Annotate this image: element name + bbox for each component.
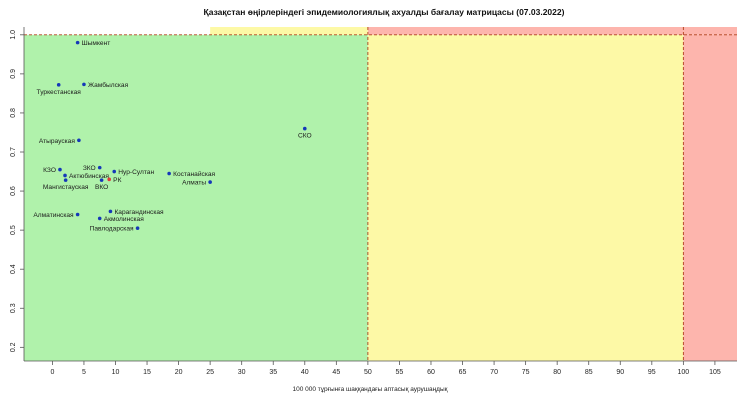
x-tick-label: 0: [50, 369, 54, 376]
x-tick-label: 60: [427, 369, 435, 376]
point: [82, 82, 86, 87]
y-tick-label: 0.9: [10, 69, 17, 79]
zone-red: [367, 27, 737, 35]
point: [99, 178, 104, 182]
point-label: ЗКО: [83, 165, 96, 172]
point: [75, 212, 80, 217]
point-label: Костанайская: [173, 170, 215, 178]
point: [58, 167, 62, 172]
y-tick-label: 0.8: [10, 108, 17, 118]
point-label: Акмолинская: [104, 216, 145, 223]
point: [167, 171, 171, 176]
zone-yellow-top: [210, 27, 368, 35]
x-tick-label: 100: [678, 369, 690, 376]
point-label: СКО: [298, 133, 312, 140]
y-tick-label: 0.7: [10, 147, 17, 157]
point: [63, 173, 67, 178]
point-label: Карагандинская: [114, 209, 164, 216]
point-label: РК: [113, 177, 121, 184]
x-tick-label: 50: [364, 369, 372, 376]
x-tick-label: 30: [238, 369, 246, 376]
y-tick-label: 0.5: [10, 225, 17, 235]
x-tick-label: 70: [490, 369, 498, 376]
chart-title: Қазақстан өңірлеріндегі эпидемиологиялық…: [204, 7, 565, 17]
point-label: КЗО: [43, 167, 56, 174]
x-tick-label: 25: [206, 369, 214, 376]
point-label: Мангистауская: [43, 184, 89, 191]
x-tick-label: 45: [332, 369, 340, 376]
point: [77, 138, 81, 143]
point: [97, 216, 102, 221]
threshold-lines: [24, 27, 737, 361]
point: [208, 180, 212, 184]
point-label: ВКО: [95, 184, 108, 191]
point-label: Алматы: [182, 180, 206, 187]
zone-green: [24, 34, 368, 361]
point: [97, 165, 102, 170]
point-label: Туркестанская: [37, 89, 82, 96]
point-label: Атырауская: [39, 138, 75, 145]
x-tick-label: 65: [459, 369, 467, 376]
x-tick-label: 40: [301, 369, 309, 376]
point-label: Актюбинская: [69, 172, 109, 180]
x-tick-label: 35: [269, 369, 277, 376]
point-label: Жамбылская: [88, 81, 129, 89]
x-axis-title: 100 000 тұрғынға шаққандағы аптасық ауру…: [292, 386, 447, 393]
points-layer: Шымкент Жамбылская Туркестанская СКО Атыраус…: [33, 40, 311, 233]
x-tick-label: 105: [709, 369, 721, 376]
point: [107, 177, 111, 182]
x-tick-label: 85: [585, 369, 593, 376]
axes: 0 5 10 15 20 25 30 35 40 45 50 55 60 65 70 75 80 85 90 95 10…: [10, 27, 737, 376]
point: [112, 169, 117, 174]
zone-red-right: [683, 34, 737, 361]
x-tick-label: 20: [175, 369, 183, 376]
y-tick-label: 0.3: [10, 303, 17, 313]
point-label: Алматинская: [33, 212, 74, 219]
zone-layer: [24, 27, 737, 361]
zone-yellow: [367, 34, 684, 361]
x-tick-label: 10: [112, 369, 120, 376]
x-tick-label: 75: [522, 369, 530, 376]
point: [302, 126, 307, 131]
y-tick-label: 1.0: [10, 30, 17, 40]
y-tick-label: 0.2: [10, 342, 17, 352]
point: [63, 178, 68, 182]
point: [108, 209, 113, 214]
point-label: Павлодарская: [90, 226, 134, 233]
x-tick-label: 55: [396, 369, 404, 376]
y-tick-label: 0.4: [10, 264, 17, 274]
point-label: Нур-Султан: [118, 169, 154, 176]
x-tick-label: 80: [553, 369, 561, 376]
point: [135, 226, 140, 230]
point-label: Шымкент: [82, 40, 111, 47]
x-tick-label: 90: [616, 369, 624, 376]
point: [75, 40, 80, 45]
y-tick-label: 0.6: [10, 186, 17, 196]
x-tick-label: 95: [648, 369, 656, 376]
point: [56, 83, 61, 87]
x-tick-label: 5: [82, 369, 86, 376]
x-tick-label: 15: [143, 369, 151, 376]
